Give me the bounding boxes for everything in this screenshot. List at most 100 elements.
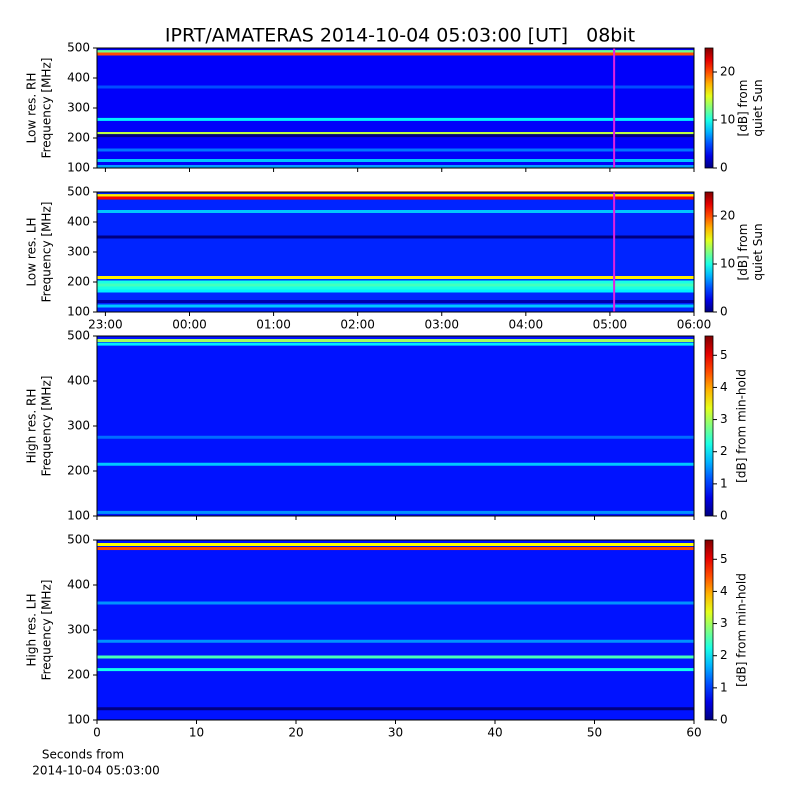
colorbar-tick-label: 3 [720,412,728,426]
y-axis-label: Frequency [MHz] [40,580,54,681]
colorbar-label: quiet Sun [751,223,765,280]
y-tick-label: 100 [67,305,90,319]
y-axis-label: Frequency [MHz] [40,58,54,159]
colorbar-tick-label: 0 [720,713,728,727]
spectral-band [97,286,694,290]
y-tick-label: 200 [67,275,90,289]
colorbar-label: quiet Sun [751,79,765,136]
y-tick-label: 300 [67,245,90,259]
spectral-band [97,435,694,439]
x-tick-label: 03:00 [424,318,459,332]
spectral-band [97,547,694,551]
spectral-band [97,668,694,672]
y-tick-label: 500 [67,533,90,547]
y-tick-label: 500 [67,185,90,199]
x-tick-label: 30 [388,726,403,740]
colorbar-tick-label: 0 [720,305,728,319]
x-axis-label: 2014-10-04 05:03:00 [32,764,159,778]
y-tick-label: 400 [67,374,90,388]
colorbar [704,47,714,169]
spectral-band [97,194,694,198]
spectral-band [97,655,694,659]
colorbar-tick-label: 0 [720,161,728,175]
y-tick-label: 400 [67,578,90,592]
y-axis-label: Frequency [MHz] [40,376,54,477]
spectral-band [97,304,694,308]
spectral-band [97,52,694,56]
spectral-band [97,276,694,279]
y-tick-label: 200 [67,464,90,478]
colorbar-tick-label: 0 [720,509,728,523]
heatmap-background [97,336,694,516]
spectral-band [97,117,694,121]
colorbar-tick-label: 4 [720,584,728,598]
y-tick-label: 500 [67,41,90,55]
spectral-band [97,159,694,162]
colorbar [704,191,714,313]
spectral-band [97,235,694,239]
spectral-band [97,148,694,152]
spectral-band [97,601,694,605]
colorbar-label: [dB] from min-hold [735,573,749,687]
colorbar-tick-label: 5 [720,552,728,566]
colorbar-tick-label: 5 [720,348,728,362]
spectral-band [97,132,694,135]
colorbar-tick-label: 20 [720,65,735,79]
colorbar-tick-label: 3 [720,616,728,630]
chart-title: IPRT/AMATERAS 2014-10-04 05:03:00 [UT] 0… [165,25,635,47]
spectral-band [97,300,694,303]
y-tick-label: 200 [67,131,90,145]
x-axis-label: Seconds from [42,748,124,762]
colorbar-label: [dB] from min-hold [735,369,749,483]
x-tick-label: 50 [587,726,602,740]
spectral-band [97,707,694,711]
y-axis-label: Low res. LH [25,217,39,286]
spectral-band [97,196,694,200]
spectral-band [97,50,694,54]
spectral-band [97,462,694,466]
spectral-band [97,289,694,293]
y-axis-label: Frequency [MHz] [40,202,54,303]
colorbar-tick-label: 1 [720,680,728,694]
y-tick-label: 400 [67,215,90,229]
spectral-band [97,342,694,346]
spectral-band [97,639,694,643]
spectral-band [97,165,694,168]
x-tick-label: 0 [93,726,101,740]
colorbar-tick-label: 2 [720,648,728,662]
colorbar-tick-label: 20 [720,209,735,223]
x-tick-label: 04:00 [509,318,544,332]
x-tick-label: 20 [288,726,303,740]
x-tick-label: 01:00 [256,318,291,332]
y-tick-label: 100 [67,713,90,727]
x-tick-label: 05:00 [593,318,628,332]
y-tick-label: 100 [67,509,90,523]
spectral-band [97,510,694,514]
y-tick-label: 400 [67,71,90,85]
heatmap-background [97,48,694,168]
y-tick-label: 200 [67,668,90,682]
colorbar-tick-label: 1 [720,476,728,490]
y-axis-label: High res. LH [25,593,39,666]
colorbar-label: [dB] from [736,80,750,137]
x-tick-label: 60 [686,726,701,740]
colorbar [704,539,714,721]
x-tick-label: 06:00 [677,318,712,332]
y-tick-label: 300 [67,419,90,433]
y-axis-label: High res. RH [25,389,39,464]
heatmap-background [97,540,694,720]
spectral-band [97,280,694,284]
x-tick-label: 40 [487,726,502,740]
colorbar-tick-label: 10 [720,257,735,271]
x-tick-label: 02:00 [340,318,375,332]
x-tick-label: 00:00 [172,318,207,332]
x-tick-label: 10 [189,726,204,740]
y-tick-label: 300 [67,623,90,637]
spectral-band [97,210,694,213]
spectral-band [97,134,694,138]
y-tick-label: 300 [67,101,90,115]
spectral-band [97,283,694,287]
x-tick-label: 23:00 [88,318,123,332]
